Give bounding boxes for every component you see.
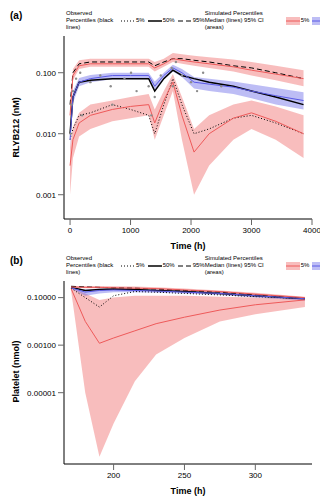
html-text:5%: 5% — [136, 17, 145, 23]
svg-text:0.100: 0.100 — [36, 69, 57, 78]
svg-text:300: 300 — [249, 471, 263, 480]
svg-text:RLYB212 (nM): RLYB212 (nM) — [11, 97, 21, 157]
svg-text:0.00001: 0.00001 — [27, 389, 56, 398]
html-text:Simulated Percentiles Median (: Simulated Percentiles Median (lines) 95%… — [204, 255, 264, 275]
svg-text:0.00100: 0.00100 — [27, 341, 56, 350]
svg-text:0.10000: 0.10000 — [27, 293, 56, 302]
svg-text:2000: 2000 — [182, 226, 200, 235]
svg-text:200: 200 — [107, 471, 121, 480]
html-text:50%: 50% — [162, 17, 175, 23]
html-text:95%: 95% — [192, 17, 205, 23]
svg-text:0: 0 — [68, 226, 73, 235]
svg-text:0.001: 0.001 — [36, 191, 57, 200]
html-text:5%: 5% — [300, 17, 310, 23]
svg-text:4000: 4000 — [303, 226, 320, 235]
html-text:Observed Percentiles (black li: Observed Percentiles (black lines) — [66, 255, 114, 275]
html-text:(a): (a) — [10, 10, 23, 21]
svg-text:3000: 3000 — [243, 226, 261, 235]
svg-text:250: 250 — [178, 471, 192, 480]
html-text:Observed Percentiles (black li: Observed Percentiles (black lines) — [66, 10, 114, 30]
svg-text:Time (h): Time (h) — [171, 486, 206, 496]
html-text:95%: 95% — [192, 262, 205, 268]
svg-text:Platelet (nmol): Platelet (nmol) — [11, 340, 21, 402]
html-text:5%: 5% — [136, 262, 145, 268]
html-text:Simulated Percentiles Median (: Simulated Percentiles Median (lines) 95%… — [204, 10, 264, 30]
svg-text:Time (h): Time (h) — [171, 241, 206, 251]
svg-text:0.010: 0.010 — [36, 130, 57, 139]
svg-text:1000: 1000 — [122, 226, 140, 235]
html-text:(b): (b) — [10, 255, 23, 266]
html-text:50%: 50% — [162, 262, 175, 268]
html-text:5%: 5% — [300, 262, 310, 268]
